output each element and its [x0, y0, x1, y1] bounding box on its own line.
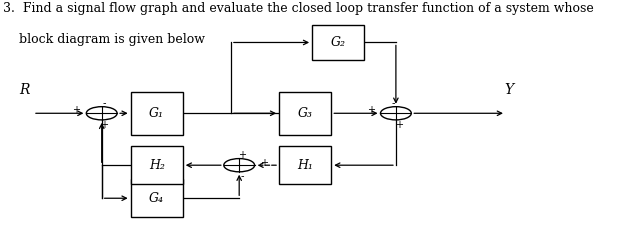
Text: +: +	[72, 105, 80, 115]
Text: R: R	[19, 83, 30, 97]
Circle shape	[224, 159, 254, 172]
Text: -: -	[103, 98, 106, 108]
Text: G₃: G₃	[298, 107, 313, 120]
Bar	[131, 179, 183, 217]
Text: H₁: H₁	[298, 159, 313, 172]
Text: G₄: G₄	[149, 192, 164, 205]
Bar	[131, 146, 183, 184]
Text: G₂: G₂	[330, 36, 346, 49]
Text: +: +	[100, 120, 108, 130]
Text: -: -	[392, 98, 395, 108]
Text: 3.  Find a signal flow graph and evaluate the closed loop transfer function of a: 3. Find a signal flow graph and evaluate…	[3, 2, 594, 15]
Text: Y: Y	[504, 83, 513, 97]
Text: +: +	[260, 158, 269, 168]
Text: +: +	[366, 105, 375, 115]
Bar	[279, 92, 331, 135]
Bar	[279, 146, 331, 184]
Text: block diagram is given below: block diagram is given below	[3, 33, 205, 46]
Bar	[131, 92, 183, 135]
Bar	[312, 25, 365, 60]
Circle shape	[381, 107, 412, 120]
Text: G₁: G₁	[149, 107, 164, 120]
Text: H₂: H₂	[149, 159, 165, 172]
Text: +: +	[238, 150, 246, 160]
Circle shape	[86, 107, 117, 120]
Text: +: +	[395, 120, 402, 130]
Text: -: -	[240, 172, 243, 181]
